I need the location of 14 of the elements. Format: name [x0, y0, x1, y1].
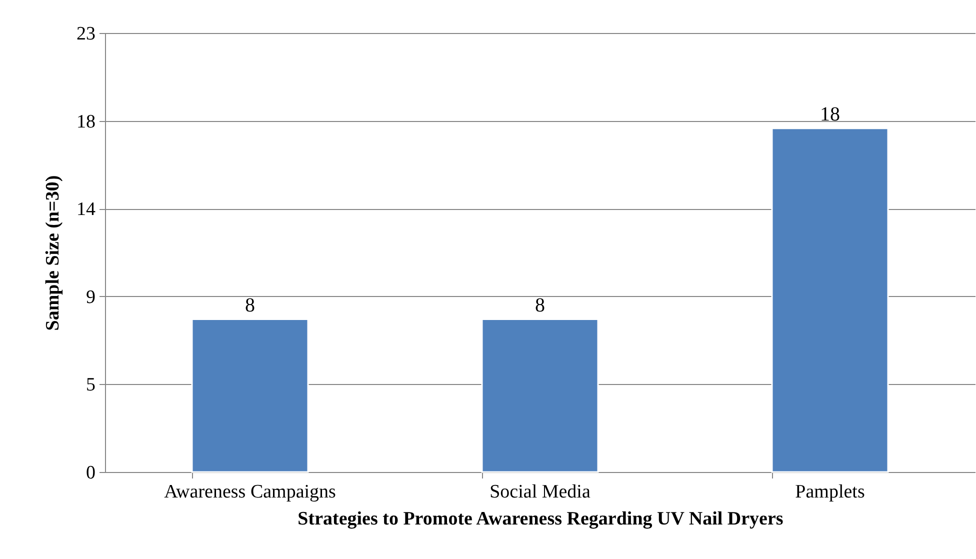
x-tick-label: Pamplets [795, 482, 865, 502]
x-tick-label: Awareness Campaigns [164, 482, 336, 502]
y-tick-label: 9 [86, 286, 96, 308]
y-tick-label: 23 [76, 24, 96, 44]
y-tick-label: 18 [76, 111, 96, 132]
y-tick-label: 5 [86, 374, 96, 396]
data-label: 8 [245, 294, 255, 316]
y-tick-label: 14 [76, 199, 96, 220]
data-label: 8 [535, 294, 545, 316]
data-label: 18 [820, 103, 840, 126]
x-tick-label: Social Media [490, 482, 591, 502]
y-axis-title: Sample Size (n=30) [42, 175, 64, 331]
y-tick-label: 0 [86, 462, 96, 484]
x-axis-title: Strategies to Promote Awareness Regarding UV Nail Dryers [298, 508, 784, 530]
